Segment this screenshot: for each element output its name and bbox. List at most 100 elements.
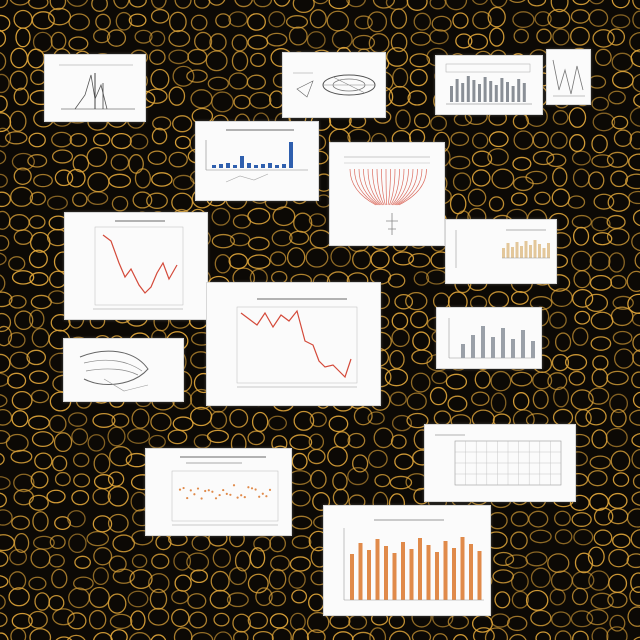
chart-bar [481, 326, 485, 358]
card-red-line-chart-small [64, 212, 208, 320]
chart-bar [491, 337, 495, 358]
scatter-point [190, 489, 192, 491]
red-line-chart-large-drawing [207, 283, 380, 405]
chart-bar [495, 85, 498, 102]
scatter-point [186, 497, 188, 499]
chart-bar [289, 142, 293, 168]
chart-bar [450, 86, 453, 102]
chart-bar [502, 248, 505, 258]
chart-bar [461, 83, 464, 102]
gray-bar-chart-drawing [437, 308, 541, 368]
scatter-point [226, 493, 228, 495]
red-dendrogram-drawing [330, 143, 444, 245]
card-grid-chart [424, 424, 576, 502]
card-wing-drawing [63, 338, 184, 402]
dendrogram-branch [355, 169, 378, 205]
scatter-point [211, 491, 213, 493]
chart-bar [500, 78, 503, 102]
card-plot-sketch [44, 54, 146, 122]
chart-bar [516, 242, 519, 258]
chart-bar [233, 165, 237, 168]
card-histogram-panel-a [435, 55, 543, 115]
scatter-point [229, 494, 231, 496]
scatter-point [258, 496, 260, 498]
chart-bar [523, 83, 526, 102]
dendrogram-branch [382, 169, 386, 205]
chart-bar [501, 328, 505, 358]
chart-bar [547, 243, 550, 258]
chart-bar [268, 163, 272, 168]
chart-bar [506, 82, 509, 102]
card-orange-bar-chart [323, 505, 491, 616]
dendrogram-branch [386, 169, 387, 205]
scatter-point [193, 493, 195, 495]
scatter-point [233, 484, 235, 486]
chart-bar [534, 240, 537, 258]
chart-bar [275, 165, 279, 168]
dendrogram-branch [377, 169, 384, 205]
chart-bar [393, 553, 397, 600]
chart-bar [247, 163, 251, 168]
chart-bar [212, 165, 216, 168]
chart-bar [517, 79, 520, 102]
scatter-point [262, 493, 264, 495]
scatter-point [251, 487, 253, 489]
chart-bar [531, 341, 535, 358]
chart-bar [461, 537, 465, 600]
chart-bar [472, 80, 475, 102]
chart-bar [376, 539, 380, 600]
scatter-point [244, 496, 246, 498]
plot-sketch-drawing [45, 55, 145, 121]
scatter-point [265, 495, 267, 497]
chart-bar [511, 247, 514, 258]
chart-bar [401, 542, 405, 600]
chart-bar [359, 543, 363, 600]
chart-bar [418, 538, 422, 600]
chart-bar [529, 245, 532, 258]
scatter-chart-drawing [146, 449, 291, 535]
chart-bar [456, 79, 459, 102]
grid-chart-drawing [425, 425, 575, 501]
dendrogram-branch [388, 169, 390, 205]
card-mechanical-drawing [282, 52, 386, 118]
orange-bar-chart-drawing [324, 506, 490, 615]
card-gray-bar-chart [436, 307, 542, 369]
mechanical-drawing [283, 53, 385, 117]
chart-bar [525, 241, 528, 258]
scatter-point [208, 489, 210, 491]
card-red-dendrogram [329, 142, 445, 246]
scatter-point [183, 487, 185, 489]
scatter-point [269, 489, 271, 491]
scatter-point [247, 486, 249, 488]
chart-bar [543, 248, 546, 258]
card-red-line-chart-large [206, 282, 381, 406]
red-line-chart-small-drawing [65, 213, 207, 319]
scatter-point [219, 494, 221, 496]
chart-bar [471, 335, 475, 358]
chart-bar [511, 339, 515, 358]
card-scatter-chart [145, 448, 292, 536]
chart-bar [461, 344, 465, 358]
chart-bar [489, 81, 492, 102]
chart-bar [452, 548, 456, 600]
chart-bar [219, 164, 223, 168]
chart-bar [350, 554, 354, 600]
chart-bar [484, 77, 487, 102]
card-blue-bar-chart [195, 121, 319, 201]
chart-bar [444, 541, 448, 600]
chart-bar [478, 551, 482, 600]
card-tan-bar-chart [445, 219, 557, 284]
dendrogram-branch [359, 169, 379, 205]
chart-bar [520, 246, 523, 258]
chart-bar [521, 330, 525, 358]
chart-bar [367, 550, 371, 600]
scatter-point [237, 496, 239, 498]
chart-bar [240, 156, 244, 168]
blue-bar-chart-drawing [196, 122, 318, 200]
chart-bar [384, 546, 388, 600]
chart-bar [410, 549, 414, 600]
scatter-point [179, 489, 181, 491]
chart-bar [469, 544, 473, 600]
scatter-point [240, 494, 242, 496]
chart-bar [282, 164, 286, 168]
